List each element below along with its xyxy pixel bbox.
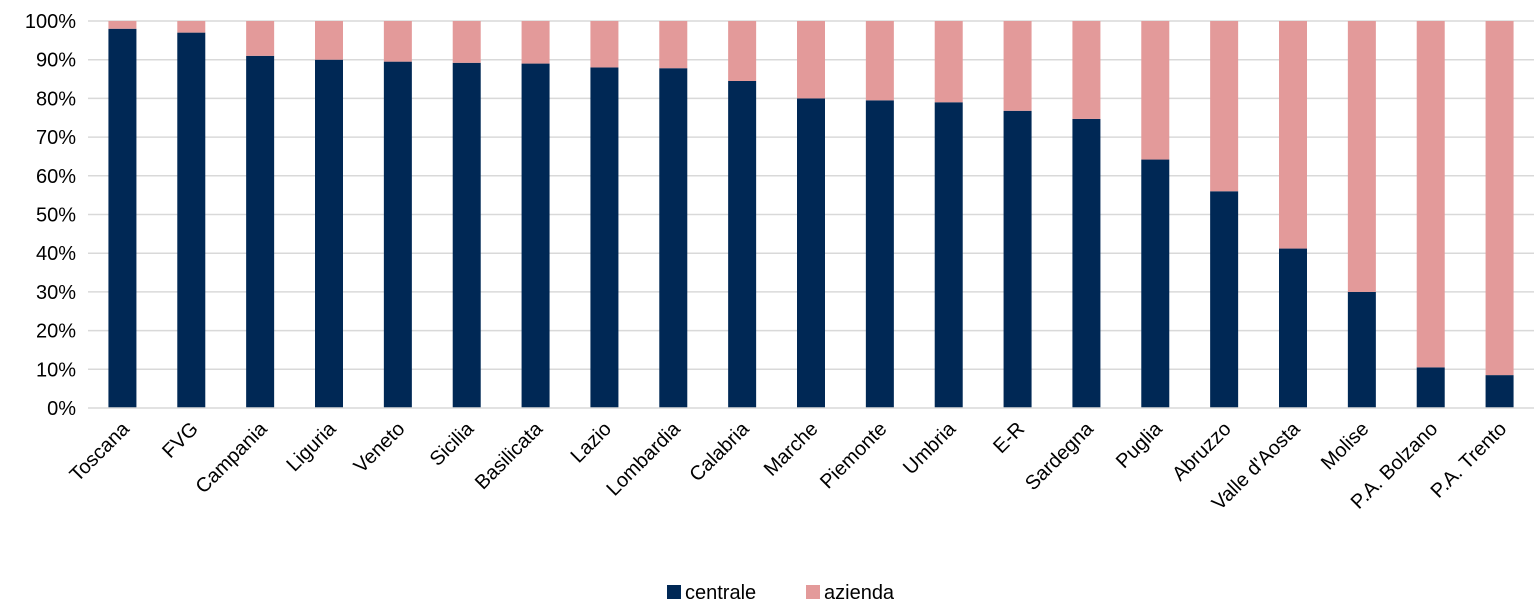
bar-azienda-0 (108, 21, 137, 29)
x-category-label: Piemonte (816, 418, 891, 493)
y-tick-label: 50% (36, 205, 76, 227)
bar-centrale-5 (452, 62, 481, 409)
y-tick-label: 40% (36, 243, 76, 265)
bar-centrale-12 (934, 102, 963, 409)
bars (108, 21, 1514, 409)
x-category-label: Sardegna (1021, 417, 1099, 495)
bar-azienda-20 (1485, 21, 1514, 376)
x-category-label: Toscana (66, 417, 135, 486)
x-category-label: Basilicata (471, 417, 548, 494)
bar-centrale-16 (1210, 191, 1239, 408)
x-category-label: Lazio (567, 418, 616, 467)
x-category-label: Abruzzo (1168, 418, 1235, 485)
x-category-label: E-R (989, 418, 1029, 458)
legend-label-centrale: centrale (685, 582, 756, 604)
legend-label-azienda: azienda (824, 582, 895, 604)
bar-azienda-12 (934, 21, 963, 103)
bar-azienda-8 (659, 21, 688, 69)
bar-azienda-15 (1141, 21, 1170, 160)
x-category-label: Calabria (685, 417, 754, 486)
legend-swatch-centrale (667, 585, 681, 599)
bar-centrale-17 (1279, 248, 1307, 408)
bar-centrale-15 (1141, 159, 1170, 408)
bar-centrale-10 (797, 98, 825, 409)
bar-azienda-10 (797, 21, 825, 99)
bar-centrale-20 (1485, 375, 1514, 408)
bar-centrale-19 (1416, 367, 1445, 408)
y-tick-label: 100% (25, 11, 76, 33)
x-category-label: Umbria (899, 417, 961, 479)
legend-swatch-azienda (806, 585, 820, 599)
bar-centrale-11 (865, 100, 894, 409)
y-tick-label: 10% (36, 359, 76, 381)
bar-azienda-19 (1416, 21, 1445, 368)
bar-azienda-3 (315, 21, 343, 60)
bar-azienda-1 (177, 21, 206, 33)
bar-azienda-17 (1279, 21, 1307, 249)
y-tick-label: 20% (36, 321, 76, 343)
y-axis-ticks: 0% 10% 20% 30% 40% 50% 60% 70% 80% 90% 100% (25, 11, 76, 420)
bar-centrale-7 (590, 67, 619, 408)
x-category-label: FVG (158, 418, 203, 463)
y-tick-label: 30% (36, 282, 76, 304)
y-tick-label: 60% (36, 166, 76, 188)
x-category-label: Liguria (283, 417, 342, 476)
bar-centrale-14 (1072, 118, 1101, 408)
bar-azienda-14 (1072, 21, 1101, 119)
bar-centrale-2 (246, 55, 275, 409)
bar-azienda-2 (246, 21, 275, 56)
x-category-label: Molise (1317, 418, 1373, 474)
y-tick-label: 90% (36, 50, 76, 72)
x-category-label: Lombardia (602, 417, 685, 500)
bar-centrale-6 (521, 63, 550, 408)
bar-azienda-7 (590, 21, 619, 68)
bar-azienda-13 (1003, 21, 1032, 111)
bar-azienda-4 (383, 21, 412, 62)
bar-centrale-8 (659, 68, 688, 409)
bar-centrale-13 (1003, 110, 1032, 408)
x-category-label: Marche (760, 418, 823, 481)
bar-azienda-5 (452, 21, 481, 63)
bar-centrale-18 (1347, 291, 1376, 408)
bar-centrale-4 (383, 61, 412, 408)
bar-centrale-3 (315, 59, 343, 408)
y-tick-label: 70% (36, 127, 76, 149)
x-category-label: Veneto (350, 418, 410, 478)
y-tick-label: 0% (47, 398, 76, 420)
x-category-label: Sicilia (426, 417, 479, 470)
x-category-label: Puglia (1112, 417, 1167, 472)
bar-azienda-11 (865, 21, 894, 101)
bar-centrale-1 (177, 32, 206, 409)
bar-azienda-6 (521, 21, 550, 64)
legend: centrale azienda (667, 582, 895, 604)
bar-azienda-18 (1347, 21, 1376, 292)
y-tick-label: 80% (36, 88, 76, 110)
bar-azienda-16 (1210, 21, 1239, 192)
bar-centrale-0 (108, 28, 137, 409)
bar-centrale-9 (728, 80, 757, 409)
bar-azienda-9 (728, 21, 757, 81)
x-category-label: Campania (192, 417, 273, 498)
